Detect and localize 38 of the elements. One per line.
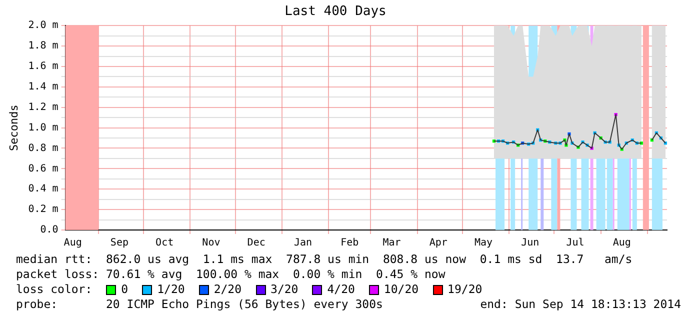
y-tick-label: 0.2 m — [28, 204, 58, 216]
x-tick-label: Oct — [156, 238, 174, 249]
x-tick-label: Jan — [294, 238, 312, 249]
text: probe: 20 ICMP Echo Pings (56 Bytes) every 300s — [16, 297, 383, 311]
x-tick-label: Apr — [429, 238, 448, 249]
legend-label: 19/20 — [448, 282, 482, 297]
y-tick-label: 0.0 — [40, 224, 58, 236]
y-tick-label: 1.0 m — [28, 122, 58, 134]
legend-label: 2/20 — [214, 282, 242, 297]
legend-label: 1/20 — [157, 282, 185, 297]
legend-label: 10/20 — [384, 282, 419, 297]
text: packet loss: 70.61 % avg 100.00 % max 0.00 % min 0.45 % now — [16, 267, 446, 281]
chart-title: Last 400 Days — [284, 4, 386, 20]
y-tick-label: 0.4 m — [28, 184, 58, 195]
x-tick-label: Dec — [247, 238, 266, 249]
x-tick-label: Aug — [64, 238, 82, 249]
legend-label: 0 — [121, 282, 128, 297]
y-tick-label: 0.8 m — [28, 142, 58, 154]
x-tick-label: Mar — [382, 238, 401, 249]
x-tick-label: Sep — [110, 238, 128, 249]
x-tick-label: Feb — [340, 238, 359, 249]
y-tick-label: 1.2 m — [28, 102, 58, 113]
y-tick-label: 1.8 m — [28, 40, 58, 52]
x-tick-label: May — [474, 238, 493, 249]
y-tick-label: 2.0 m — [28, 20, 58, 32]
y-tick-label: 0.6 m — [28, 163, 58, 174]
y-axis-title: Seconds — [7, 104, 20, 151]
legend-label: 3/20 — [270, 282, 298, 297]
x-tick-label: Aug — [612, 238, 631, 249]
x-tick-label: Jul — [566, 238, 584, 249]
x-tick-label: Nov — [202, 238, 220, 249]
text: end: Sun Sep 14 18:13:13 2014 — [480, 297, 681, 311]
text: median rtt: 862.0 us avg 1.1 ms max 787.8 us min 808.8 us now 0.1 ms sd 13.7 am/s — [16, 252, 632, 266]
x-tick-label: Jun — [521, 238, 540, 249]
legend-label: 4/20 — [327, 282, 355, 297]
y-tick-label: 1.6 m — [28, 61, 58, 72]
legend-title: loss color: — [16, 282, 92, 296]
y-tick-label: 1.4 m — [28, 82, 58, 93]
